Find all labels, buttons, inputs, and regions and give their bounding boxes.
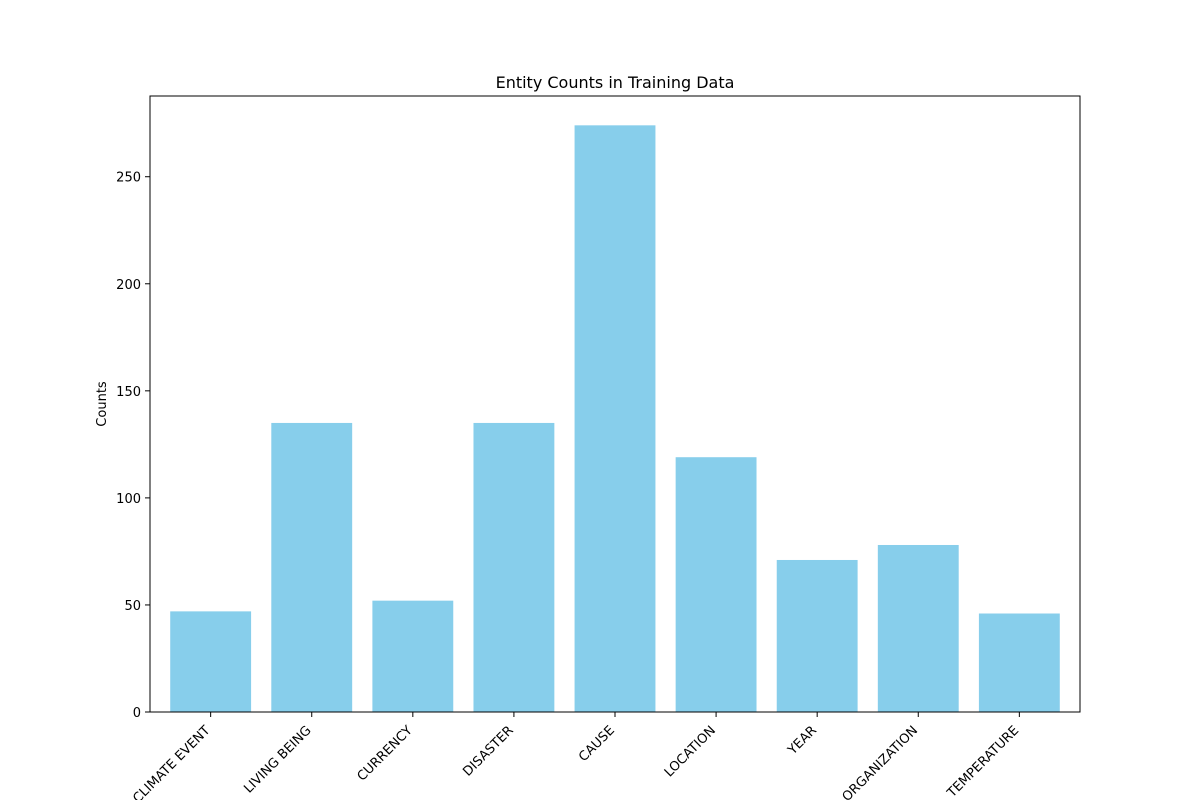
bar-disaster: [473, 422, 555, 712]
y-tick-label: 200: [116, 278, 141, 293]
y-tick-label: 100: [116, 492, 141, 507]
x-tick-label: CURRENCY: [355, 723, 416, 784]
x-tick-label: CLIMATE EVENT: [130, 723, 213, 800]
x-tick-label: ORGANIZATION: [840, 723, 922, 800]
bar-organization: [877, 544, 959, 712]
x-tick-label: LOCATION: [662, 723, 719, 780]
bar-cause: [574, 125, 656, 712]
chart-title: Entity Counts in Training Data: [496, 73, 735, 92]
bar-living-being: [271, 422, 353, 712]
bar-currency: [372, 600, 454, 712]
x-ticks-group: CLIMATE EVENT LIVING BEING CURRENCY DISASTE…: [130, 712, 1022, 800]
y-tick-label: 250: [116, 171, 141, 186]
bars-group: [170, 125, 1060, 712]
bar-location: [675, 457, 757, 712]
bar-year: [776, 559, 858, 712]
x-tick-label: LIVING BEING: [241, 723, 314, 796]
plot-frame: [149, 95, 1081, 713]
y-ticks-group: 0 50 100 150 200 250: [116, 171, 150, 721]
x-tick-label: TEMPERATURE: [944, 723, 1022, 800]
y-tick-label: 0: [133, 706, 141, 721]
y-tick-label: 50: [124, 599, 141, 614]
y-axis-label: Counts: [95, 381, 110, 427]
x-tick-label: DISASTER: [460, 723, 516, 779]
bar-temperature: [978, 613, 1060, 712]
x-tick-label: YEAR: [785, 723, 820, 758]
y-tick-label: 150: [116, 385, 141, 400]
bar-climate-event: [170, 611, 252, 712]
x-tick-label: CAUSE: [576, 723, 618, 765]
